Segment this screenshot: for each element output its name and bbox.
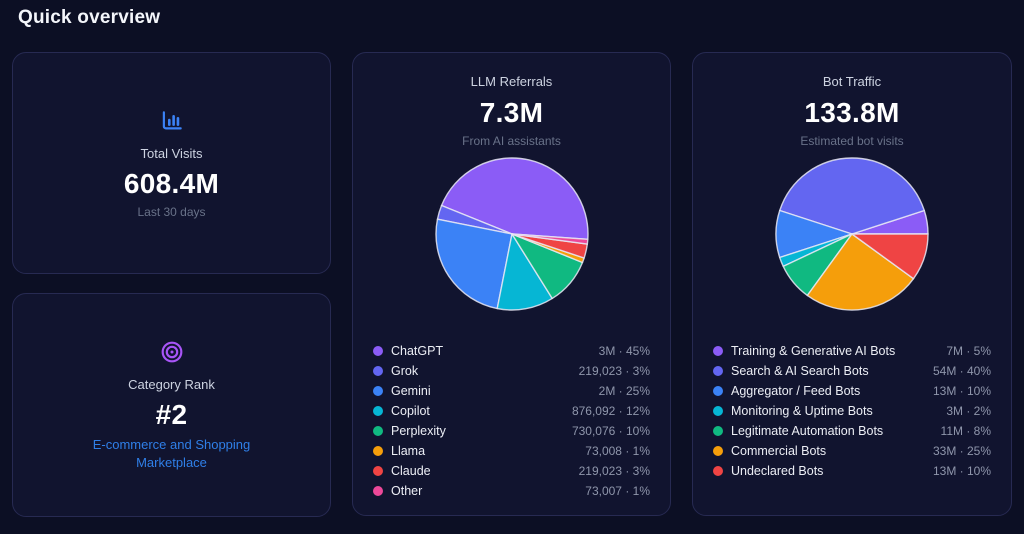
legend-label: ChatGPT — [391, 344, 444, 358]
legend-item: Search & AI Search Bots 54M · 40% — [713, 361, 991, 381]
bot-traffic-title: Bot Traffic — [822, 74, 882, 89]
total-visits-label: Total Visits — [140, 145, 203, 161]
legend-item: Undeclared Bots 13M · 10% — [713, 461, 991, 481]
legend-value: 2M · 25% — [598, 384, 650, 398]
legend-item: Commercial Bots 33M · 25% — [713, 441, 991, 461]
legend-item: Training & Generative AI Bots 7M · 5% — [713, 341, 991, 361]
legend-item: ChatGPT 3M · 45% — [373, 341, 650, 361]
legend-label: Grok — [391, 364, 419, 378]
bot-traffic-pie-chart — [775, 157, 929, 311]
legend-color-dot — [713, 426, 723, 436]
pie-slice-undeclared-bots[interactable] — [851, 233, 929, 280]
legend-label: Legitimate Automation Bots — [731, 424, 884, 438]
legend-label: Search & AI Search Bots — [731, 364, 869, 378]
legend-color-dot — [373, 346, 383, 356]
legend-color-dot — [713, 366, 723, 376]
category-rank-label: Category Rank — [128, 376, 215, 392]
llm-referrals-legend: ChatGPT 3M · 45% Grok 219,023 · 3% Gemin… — [353, 341, 670, 501]
bar-chart-icon — [162, 110, 182, 129]
bot-traffic-legend: Training & Generative AI Bots 7M · 5% Se… — [693, 341, 1011, 481]
legend-item: Copilot 876,092 · 12% — [373, 401, 650, 421]
legend-color-dot — [713, 446, 723, 456]
legend-color-dot — [373, 406, 383, 416]
total-visits-caption: Last 30 days — [137, 204, 206, 219]
legend-label: Undeclared Bots — [731, 464, 824, 478]
pie-slice-chatgpt[interactable] — [440, 157, 589, 240]
legend-color-dot — [373, 446, 383, 456]
legend-value: 54M · 40% — [932, 364, 991, 378]
legend-color-dot — [373, 486, 383, 496]
legend-item: Legitimate Automation Bots 11M · 8% — [713, 421, 991, 441]
legend-color-dot — [713, 346, 723, 356]
llm-referrals-value: 7.3M — [479, 97, 544, 128]
legend-color-dot — [713, 466, 723, 476]
legend-value: 33M · 25% — [932, 444, 991, 458]
legend-value: 11M · 8% — [940, 424, 991, 438]
legend-value: 876,092 · 12% — [571, 404, 650, 418]
legend-color-dot — [373, 466, 383, 476]
legend-label: Monitoring & Uptime Bots — [731, 404, 873, 418]
legend-item: Gemini 2M · 25% — [373, 381, 650, 401]
legend-value: 219,023 · 3% — [578, 364, 650, 378]
legend-label: Gemini — [391, 384, 431, 398]
legend-label: Commercial Bots — [731, 444, 827, 458]
legend-label: Other — [391, 484, 423, 498]
legend-value: 73,008 · 1% — [585, 444, 650, 458]
legend-color-dot — [373, 426, 383, 436]
pie-slice-commercial-bots[interactable] — [806, 233, 915, 311]
legend-item: Other 73,007 · 1% — [373, 481, 650, 501]
legend-value: 13M · 10% — [932, 384, 991, 398]
legend-label: Copilot — [391, 404, 430, 418]
target-icon — [161, 341, 182, 363]
category-rank-link[interactable]: E-commerce and Shopping Marketplace — [92, 436, 251, 470]
category-rank-value: #2 — [155, 398, 188, 430]
category-rank-card: Category Rank #2 E-commerce and Shopping… — [12, 293, 331, 517]
pie-slice-other[interactable] — [510, 233, 589, 245]
legend-item: Grok 219,023 · 3% — [373, 361, 650, 381]
llm-referrals-card: LLM Referrals 7.3M From AI assistants Ch… — [352, 52, 671, 516]
legend-color-dot — [713, 386, 723, 396]
bot-traffic-card: Bot Traffic 133.8M Estimated bot visits … — [692, 52, 1012, 516]
llm-referrals-title: LLM Referrals — [470, 74, 553, 89]
legend-label: Aggregator / Feed Bots — [731, 384, 861, 398]
legend-label: Training & Generative AI Bots — [731, 344, 896, 358]
legend-value: 3M · 45% — [598, 344, 650, 358]
pie-slice-search-ai-search-bots[interactable] — [779, 157, 925, 235]
legend-item: Claude 219,023 · 3% — [373, 461, 650, 481]
page-title: Quick overview — [18, 7, 161, 28]
total-visits-value: 608.4M — [123, 167, 220, 199]
legend-value: 13M · 10% — [932, 464, 991, 478]
llm-referrals-pie-chart — [434, 157, 589, 311]
bot-traffic-caption: Estimated bot visits — [800, 134, 904, 148]
pie-slice-gemini[interactable] — [434, 218, 513, 310]
legend-label: Perplexity — [391, 424, 446, 438]
llm-referrals-caption: From AI assistants — [462, 134, 561, 148]
legend-label: Llama — [391, 444, 426, 458]
legend-value: 3M · 2% — [946, 404, 991, 418]
legend-value: 7M · 5% — [946, 344, 991, 358]
legend-item: Llama 73,008 · 1% — [373, 441, 650, 461]
legend-value: 73,007 · 1% — [585, 484, 650, 498]
legend-color-dot — [713, 406, 723, 416]
legend-item: Monitoring & Uptime Bots 3M · 2% — [713, 401, 991, 421]
legend-item: Perplexity 730,076 · 10% — [373, 421, 650, 441]
bot-traffic-value: 133.8M — [804, 97, 900, 128]
legend-value: 730,076 · 10% — [571, 424, 650, 438]
total-visits-card: Total Visits 608.4M Last 30 days — [12, 52, 331, 274]
legend-value: 219,023 · 3% — [578, 464, 650, 478]
legend-color-dot — [373, 366, 383, 376]
legend-item: Aggregator / Feed Bots 13M · 10% — [713, 381, 991, 401]
legend-color-dot — [373, 386, 383, 396]
legend-label: Claude — [391, 464, 431, 478]
